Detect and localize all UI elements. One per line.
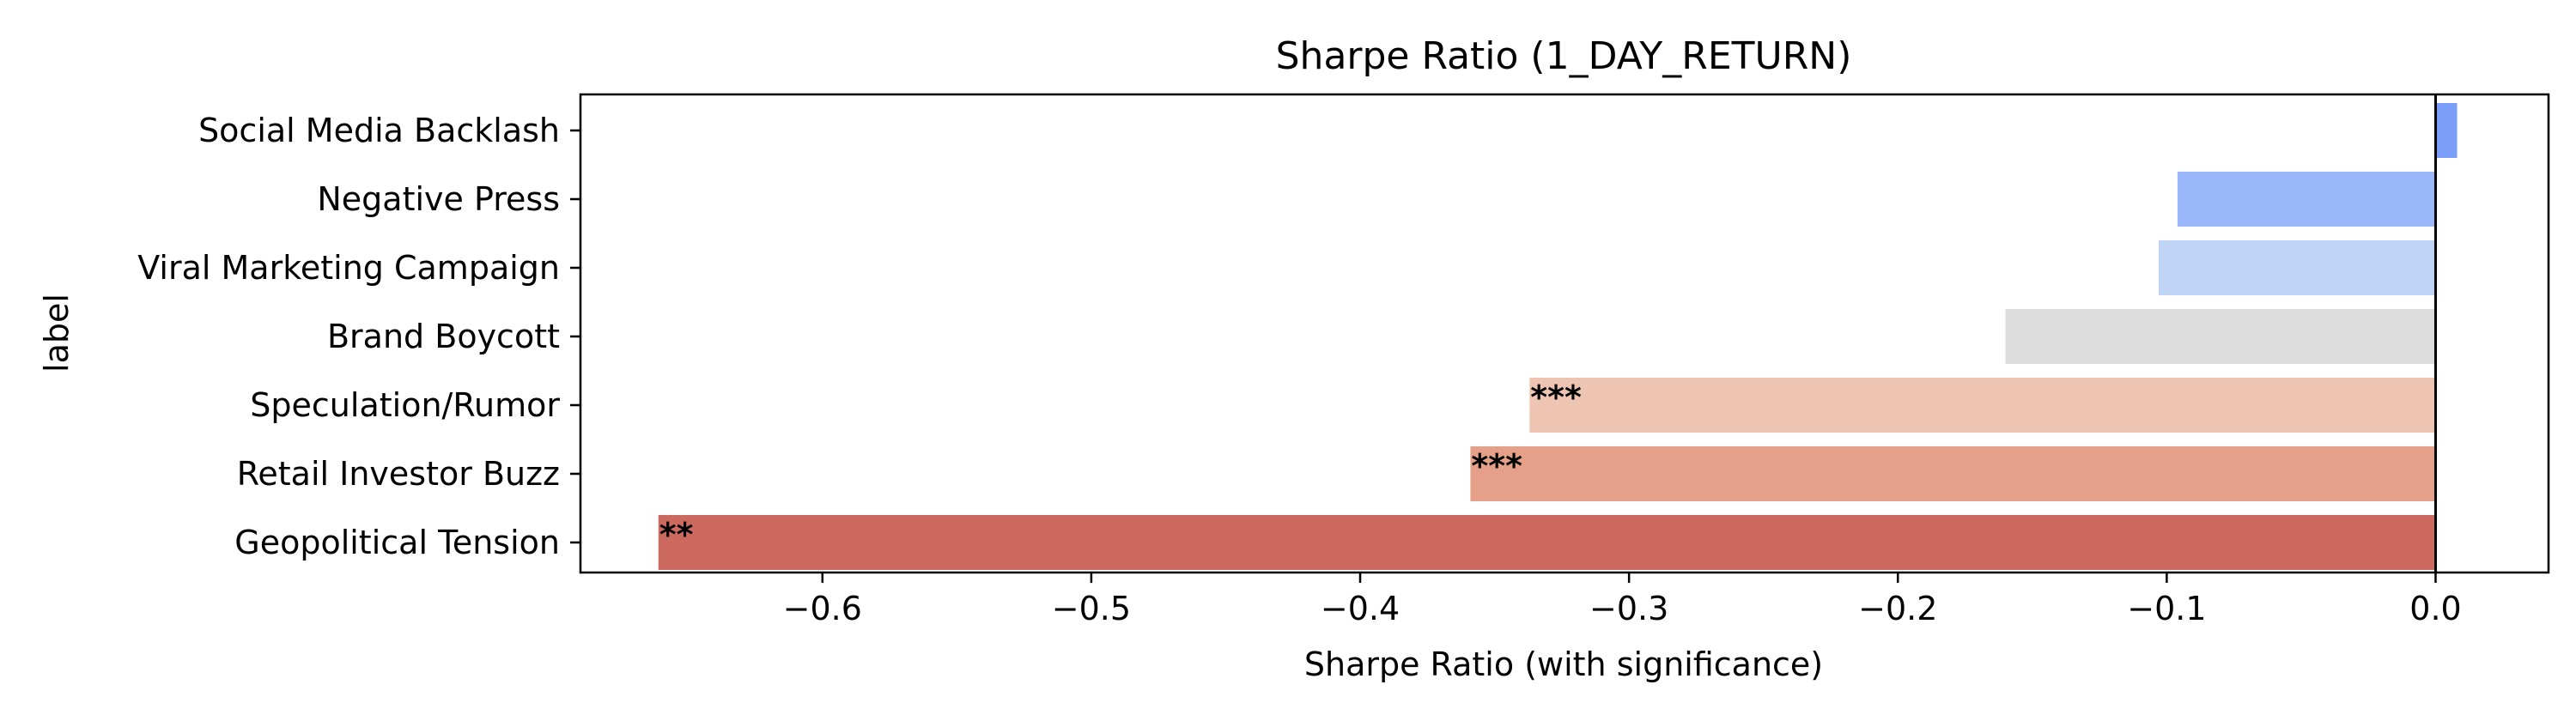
significance-marker: ***: [1530, 379, 1582, 416]
x-tick-label: 0.0: [2409, 590, 2461, 627]
bar-speculation-rumor: [1529, 378, 2436, 433]
y-tick-label: Geopolitical Tension: [234, 524, 560, 561]
significance-labels: ********: [659, 379, 1582, 554]
y-axis-label: label: [38, 294, 76, 373]
x-tick-label: −0.4: [1321, 590, 1400, 627]
chart-title: Sharpe Ratio (1_DAY_RETURN): [1276, 34, 1852, 78]
y-tick-label: Speculation/Rumor: [250, 386, 560, 424]
x-tick-label: −0.5: [1052, 590, 1131, 627]
y-tick-label: Retail Investor Buzz: [237, 455, 560, 493]
bar-geopolitical-tension: [658, 515, 2436, 570]
y-tick-label: Viral Marketing Campaign: [137, 249, 560, 287]
y-tick-label: Brand Boycott: [327, 318, 560, 355]
bars-layer: [658, 103, 2458, 570]
x-axis-label: Sharpe Ratio (with significance): [1304, 645, 1823, 683]
x-tick-label: −0.1: [2127, 590, 2206, 627]
bar-retail-investor-buzz: [1470, 446, 2436, 501]
y-tick-label: Social Media Backlash: [198, 112, 560, 149]
significance-marker: **: [659, 516, 694, 554]
x-tick-label: −0.2: [1858, 590, 1937, 627]
bar-viral-marketing-campaign: [2158, 240, 2436, 295]
plot-frame: [579, 93, 2550, 574]
x-tick-label: −0.3: [1589, 590, 1668, 627]
x-axis-ticks: −0.6 −0.5 −0.4 −0.3 −0.2 −0.1 0.0: [783, 573, 2462, 627]
bar-social-media-backlash: [2435, 103, 2458, 158]
bar-negative-press: [2177, 172, 2436, 227]
significance-marker: ***: [1471, 447, 1522, 485]
x-tick-label: −0.6: [783, 590, 862, 627]
bar-brand-boycott: [2005, 309, 2436, 364]
y-tick-label: Negative Press: [317, 180, 560, 218]
y-axis-ticks: Social Media Backlash Negative Press Viral…: [137, 112, 580, 561]
